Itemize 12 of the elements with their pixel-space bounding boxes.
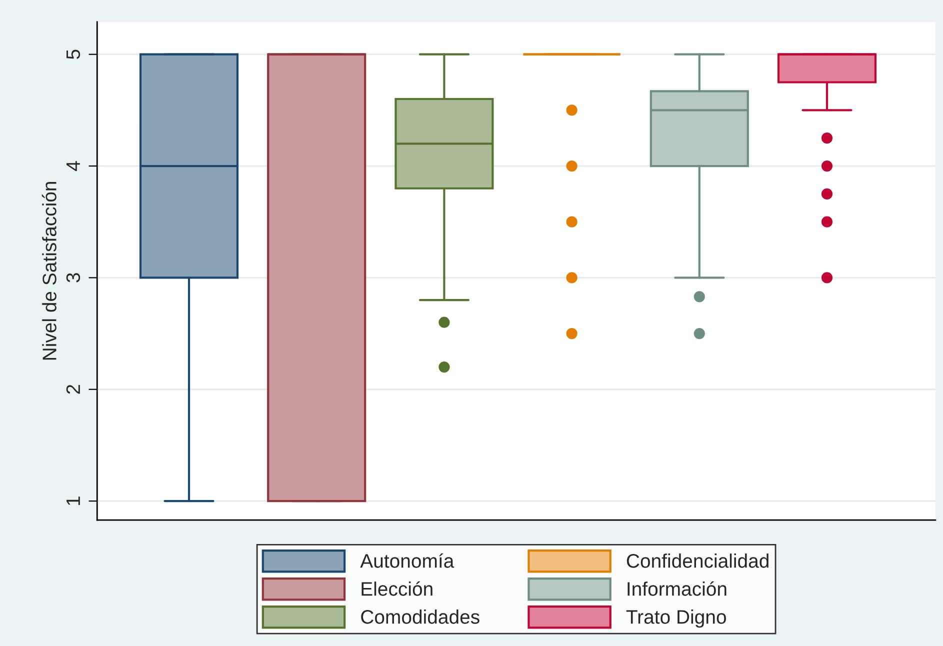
y-tick-label: 2 xyxy=(66,384,80,394)
legend-label: Información xyxy=(628,581,726,596)
legend-label: Comodidades xyxy=(361,610,480,624)
y-tick-label: 3 xyxy=(66,273,80,282)
y-tick-label: 4 xyxy=(66,161,80,171)
y-tick-label: 1 xyxy=(66,496,80,505)
y-tick-label: 5 xyxy=(66,50,80,59)
legend-label: Elección xyxy=(362,581,432,596)
legend-label: Confidencialidad xyxy=(626,554,768,568)
legend-label: Trato Digno xyxy=(626,610,726,628)
y-axis-title: Nivel de Satisfacción xyxy=(42,182,56,360)
legend-label: Autonomía xyxy=(360,553,454,568)
